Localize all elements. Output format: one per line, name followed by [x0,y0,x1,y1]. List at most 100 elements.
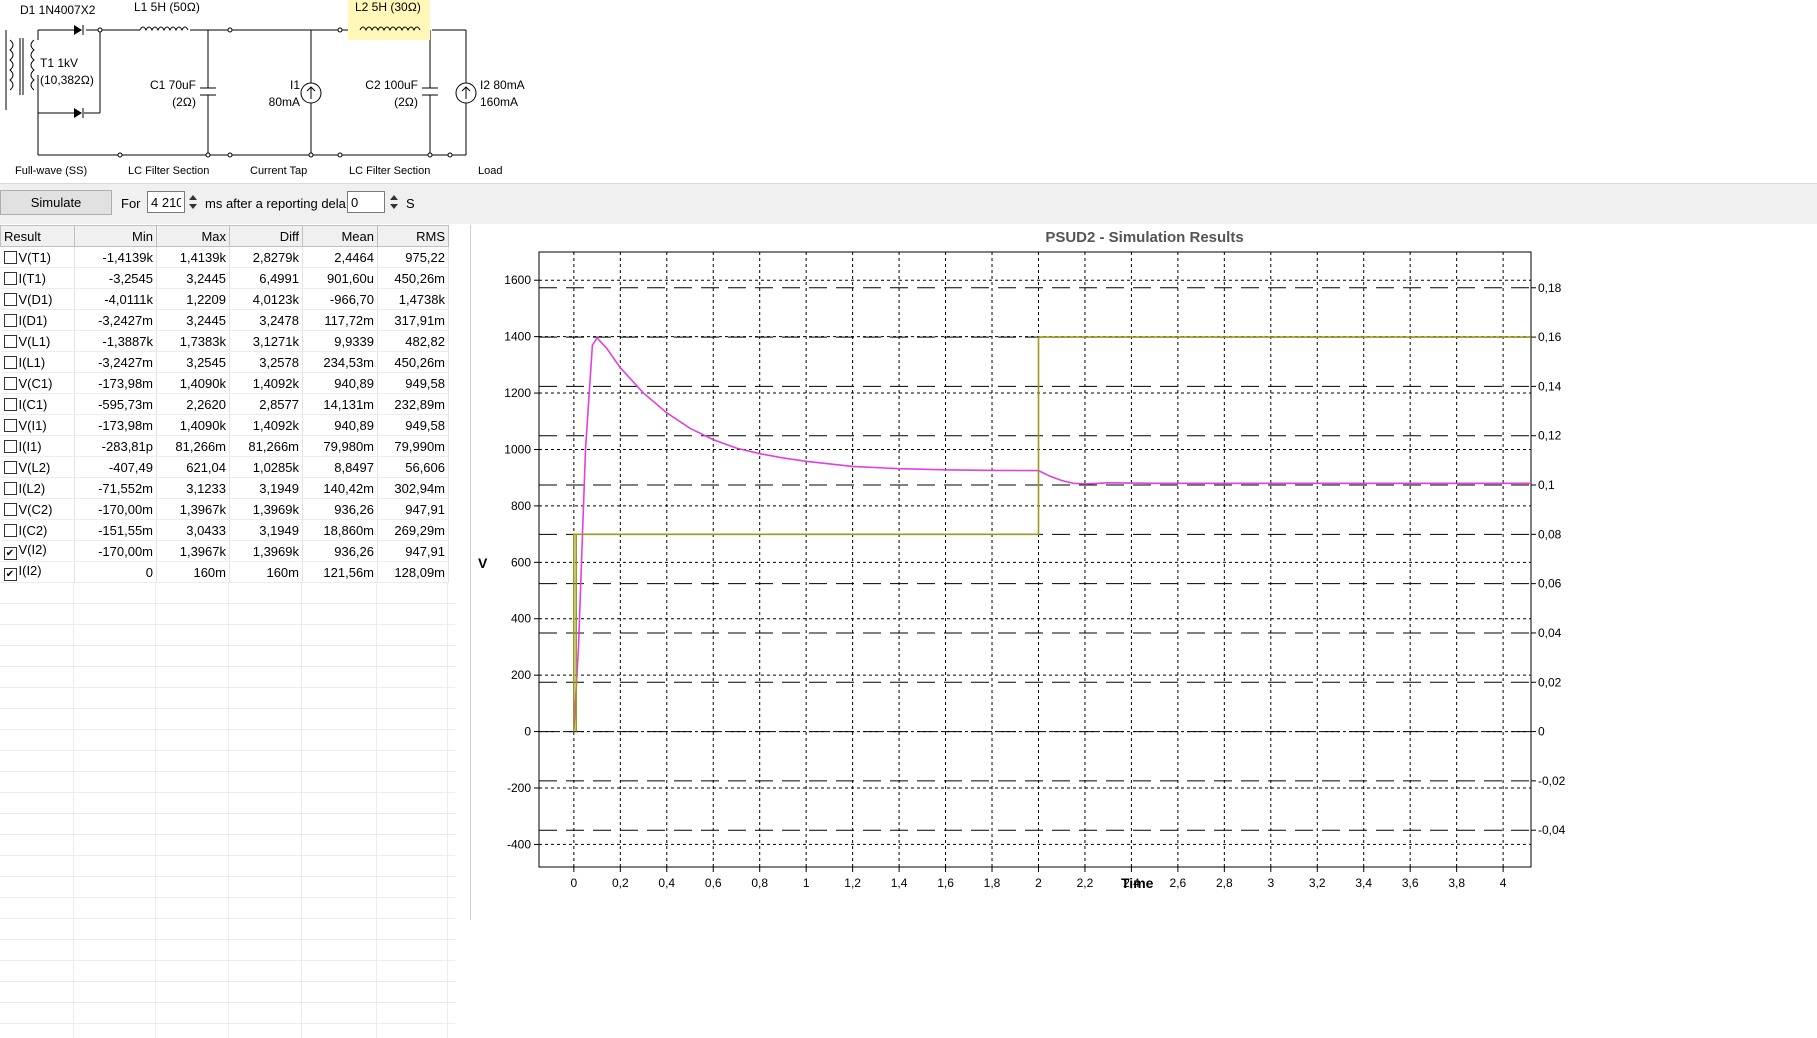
result-name-cell: V(L1) [0,330,75,352]
result-max-cell: 3,0433 [156,519,230,541]
simulation-chart: 0 0,2 0,4 0,6 0,8 1 1,2 1,4 1,6 1,8 2 2,2 2,4 2,6 2,8 3… [504,251,1566,890]
result-rms-cell: 949,58 [377,414,449,436]
section-label-lc-filter-1: LC Filter Section [128,165,210,177]
result-mean-cell: 940,89 [302,372,378,394]
duration-spinner[interactable] [186,191,200,213]
x-tick-label: 0,6 [705,876,722,890]
table-row[interactable]: V(T1) -1,4139k 1,4139k 2,8279k 2,4464 975,22 [0,246,449,268]
result-max-cell: 160m [156,561,230,583]
result-checkbox[interactable] [3,460,17,474]
result-min-cell: -407,49 [74,456,157,478]
x-tick-label: 1,2 [844,876,861,890]
result-checkbox[interactable] [3,250,17,264]
y2-tick-label: 0,12 [1538,429,1562,443]
y2-tick-label: 0,02 [1538,675,1562,689]
result-mean-cell: 18,860m [302,519,378,541]
x-tick-label: 2,2 [1077,876,1094,890]
result-checkbox[interactable] [3,397,17,411]
result-name-cell: I(D1) [0,309,75,331]
result-min-cell: -1,4139k [74,246,157,268]
table-row[interactable]: V(I1) -173,98m 1,4090k 1,4092k 940,89 949,58 [0,414,449,436]
column-header-result[interactable]: Result [0,225,75,247]
duration-for-label: For [121,196,141,211]
result-checkbox[interactable] [3,376,17,390]
table-row[interactable]: ✔ V(I2) -170,00m 1,3967k 1,3969k 936,26 947,91 [0,540,449,562]
result-max-cell: 3,2545 [156,351,230,373]
inductor-l1-label: L1 5H (50Ω) [134,0,200,14]
result-checkbox[interactable] [3,481,17,495]
table-row[interactable]: I(T1) -3,2545 3,2445 6,4991 901,60u 450,26m [0,267,449,289]
result-rms-cell: 317,91m [377,309,449,331]
result-name: V(T1) [18,249,52,265]
result-diff-cell: 1,0285k [229,456,303,478]
result-name-cell: V(C1) [0,372,75,394]
result-name: I(L2) [18,480,46,496]
table-row[interactable]: V(L2) -407,49 621,04 1,0285k 8,8497 56,606 [0,456,449,478]
x-tick-label: 3,6 [1402,876,1419,890]
y-tick-label: 400 [511,612,531,626]
result-min-cell: -1,3887k [74,330,157,352]
result-max-cell: 2,2620 [156,393,230,415]
result-diff-cell: 81,266m [229,435,303,457]
result-rms-cell: 232,89m [377,393,449,415]
column-header-max[interactable]: Max [156,225,230,247]
column-header-rms[interactable]: RMS [377,225,449,247]
table-row[interactable]: V(L1) -1,3887k 1,7383k 3,1271k 9,9339 482,82 [0,330,449,352]
column-header-mean[interactable]: Mean [302,225,378,247]
result-checkbox[interactable] [3,523,17,537]
section-label-load: Load [478,165,503,177]
result-name-cell: V(C2) [0,498,75,520]
result-checkbox[interactable] [3,502,17,516]
x-tick-label: 2,4 [1123,876,1140,890]
y-tick-label: 1600 [504,273,531,287]
x-tick-label: 2,8 [1216,876,1233,890]
result-diff-cell: 1,4092k [229,372,303,394]
result-rms-cell: 947,91 [377,498,449,520]
result-checkbox[interactable] [3,271,17,285]
x-tick-label: 0,2 [612,876,629,890]
results-table: Result Min Max Diff Mean RMS V(T1) -1,413… [0,225,449,583]
table-row[interactable]: I(C2) -151,55m 3,0433 3,1949 18,860m 269,29m [0,519,449,541]
result-diff-cell: 2,8577 [229,393,303,415]
result-checkbox[interactable]: ✔ [3,568,17,581]
result-diff-cell: 2,8279k [229,246,303,268]
chart-panel: 0 0,2 0,4 0,6 0,8 1 1,2 1,4 1,6 1,8 2 2,2 2,4 2,6 2,8 3… [470,225,1817,920]
result-diff-cell: 4,0123k [229,288,303,310]
y-tick-label: 200 [511,668,531,682]
simulate-button[interactable]: Simulate [0,190,112,215]
table-row[interactable]: V(D1) -4,0111k 1,2209 4,0123k -966,70 1,4738k [0,288,449,310]
x-tick-label: 2 [1035,876,1042,890]
table-row[interactable]: I(I1) -283,81p 81,266m 81,266m 79,980m 79,990… [0,435,449,457]
result-name-cell: ✔ V(I2) [0,540,75,562]
capacitor-c2-label: C2 100uF [365,78,418,92]
table-row[interactable]: I(C1) -595,73m 2,2620 2,8577 14,131m 232,89m [0,393,449,415]
result-min-cell: -170,00m [74,540,157,562]
table-row[interactable]: I(D1) -3,2427m 3,2445 3,2478 117,72m 317,91m [0,309,449,331]
result-checkbox[interactable] [3,439,17,453]
y2-tick-label: 0,16 [1538,330,1562,344]
result-min-cell: -151,55m [74,519,157,541]
table-row[interactable]: I(L2) -71,552m 3,1233 3,1949 140,42m 302,94m [0,477,449,499]
table-row[interactable]: V(C1) -173,98m 1,4090k 1,4092k 940,89 949,58 [0,372,449,394]
result-checkbox[interactable]: ✔ [3,547,17,560]
delay-spinner[interactable] [387,191,401,213]
result-checkbox[interactable] [3,313,17,327]
result-min-cell: -3,2427m [74,351,157,373]
column-header-min[interactable]: Min [74,225,157,247]
result-diff-cell: 3,1271k [229,330,303,352]
duration-input[interactable] [147,191,185,213]
x-tick-label: 3 [1267,876,1274,890]
result-checkbox[interactable] [3,355,17,369]
column-header-diff[interactable]: Diff [229,225,303,247]
result-mean-cell: 121,56m [302,561,378,583]
y2-tick-label: -0,02 [1538,774,1566,788]
inductor-l2-label: L2 5H (30Ω) [355,0,421,14]
result-checkbox[interactable] [3,292,17,306]
result-checkbox[interactable] [3,334,17,348]
y2-tick-label: 0,04 [1538,626,1562,640]
table-row[interactable]: V(C2) -170,00m 1,3967k 1,3969k 936,26 947,91 [0,498,449,520]
result-checkbox[interactable] [3,418,17,432]
table-row[interactable]: I(L1) -3,2427m 3,2545 3,2578 234,53m 450,26m [0,351,449,373]
table-row[interactable]: ✔ I(I2) 0 160m 160m 121,56m 128,09m [0,561,449,583]
delay-input[interactable] [347,191,385,213]
